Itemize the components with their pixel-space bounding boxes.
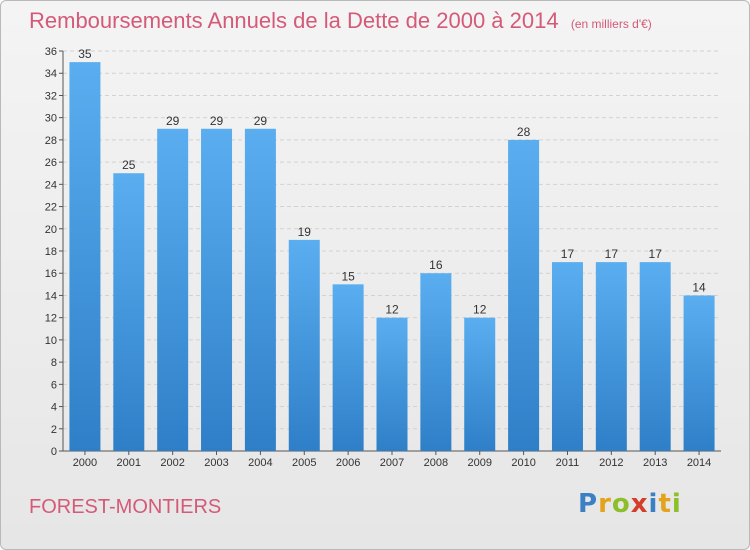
proxiti-logo-letter: t [658, 489, 672, 519]
bar-value-label: 29 [210, 114, 224, 128]
x-tick-label: 2009 [467, 457, 491, 469]
proxiti-logo-letter: i [648, 489, 659, 519]
bar [332, 284, 364, 451]
y-tick-label: 20 [45, 224, 57, 236]
y-tick-label: 26 [45, 157, 57, 169]
y-tick-label: 8 [51, 357, 57, 369]
y-tick-label: 12 [45, 313, 57, 325]
bar-value-label: 25 [122, 158, 136, 172]
proxiti-logo: Proxiti [578, 489, 682, 519]
x-tick-label: 2013 [643, 457, 667, 469]
bar [201, 128, 233, 451]
bar [683, 295, 715, 451]
bar-value-label: 15 [341, 269, 355, 283]
y-tick-label: 18 [45, 246, 57, 258]
proxiti-logo-letter: x [630, 489, 649, 519]
y-tick-label: 24 [45, 179, 57, 191]
bar-value-label: 29 [166, 114, 180, 128]
bar-value-label: 29 [254, 114, 268, 128]
x-tick-label: 2004 [248, 457, 272, 469]
bar [551, 262, 583, 451]
x-tick-label: 2012 [599, 457, 623, 469]
y-tick-label: 0 [51, 446, 57, 458]
y-tick-label: 16 [45, 268, 57, 280]
proxiti-logo-letter: o [611, 489, 631, 519]
bar-value-label: 16 [429, 258, 443, 272]
y-tick-label: 34 [45, 68, 57, 80]
x-tick-label: 2003 [204, 457, 228, 469]
x-tick-label: 2010 [511, 457, 535, 469]
bar-value-label: 17 [649, 247, 663, 261]
y-tick-label: 4 [51, 402, 57, 414]
bar [464, 317, 496, 451]
x-tick-label: 2000 [73, 457, 97, 469]
x-tick-label: 2011 [556, 457, 580, 469]
bar [376, 317, 408, 451]
bars [69, 62, 715, 451]
bar-value-label: 12 [385, 303, 399, 317]
y-tick-label: 10 [45, 335, 57, 347]
bar [508, 139, 540, 451]
bar [244, 128, 276, 451]
bar-value-label: 28 [517, 125, 531, 139]
x-tick-label: 2002 [160, 457, 184, 469]
y-tick-label: 14 [45, 290, 57, 302]
bar-value-label: 17 [605, 247, 619, 261]
proxiti-logo-letter: P [578, 489, 599, 519]
x-tick-label: 2007 [380, 457, 404, 469]
y-tick-label: 28 [45, 135, 57, 147]
proxiti-logo-letter: i [671, 489, 682, 519]
chart-title: Remboursements Annuels de la Dette de 20… [29, 8, 652, 34]
bar-value-label: 14 [692, 280, 706, 294]
bar-value-label: 19 [298, 225, 312, 239]
chart-unit: (en milliers d'€) [570, 17, 652, 31]
chart-title-text: Remboursements Annuels de la Dette de 20… [29, 8, 559, 33]
y-tick-label: 36 [45, 46, 57, 58]
x-tick-label: 2006 [336, 457, 360, 469]
y-tick-label: 30 [45, 113, 57, 125]
y-tick-label: 2 [51, 424, 57, 436]
bar [595, 262, 627, 451]
x-tick-label: 2001 [117, 457, 141, 469]
bar-value-label: 17 [561, 247, 575, 261]
y-tick-label: 32 [45, 90, 57, 102]
x-tick-label: 2005 [292, 457, 316, 469]
proxiti-logo-letter: r [598, 489, 612, 519]
x-tick-label: 2014 [687, 457, 711, 469]
bar [157, 128, 189, 451]
bar [69, 62, 101, 451]
bar [288, 239, 320, 451]
bar-value-label: 35 [78, 47, 92, 61]
bar [639, 262, 671, 451]
bar [113, 173, 145, 451]
y-tick-label: 22 [45, 202, 57, 214]
y-tick-label: 6 [51, 379, 57, 391]
commune-name: FOREST-MONTIERS [29, 496, 222, 518]
bar-value-label: 12 [473, 303, 487, 317]
x-tick-label: 2008 [424, 457, 448, 469]
bar [420, 273, 452, 451]
